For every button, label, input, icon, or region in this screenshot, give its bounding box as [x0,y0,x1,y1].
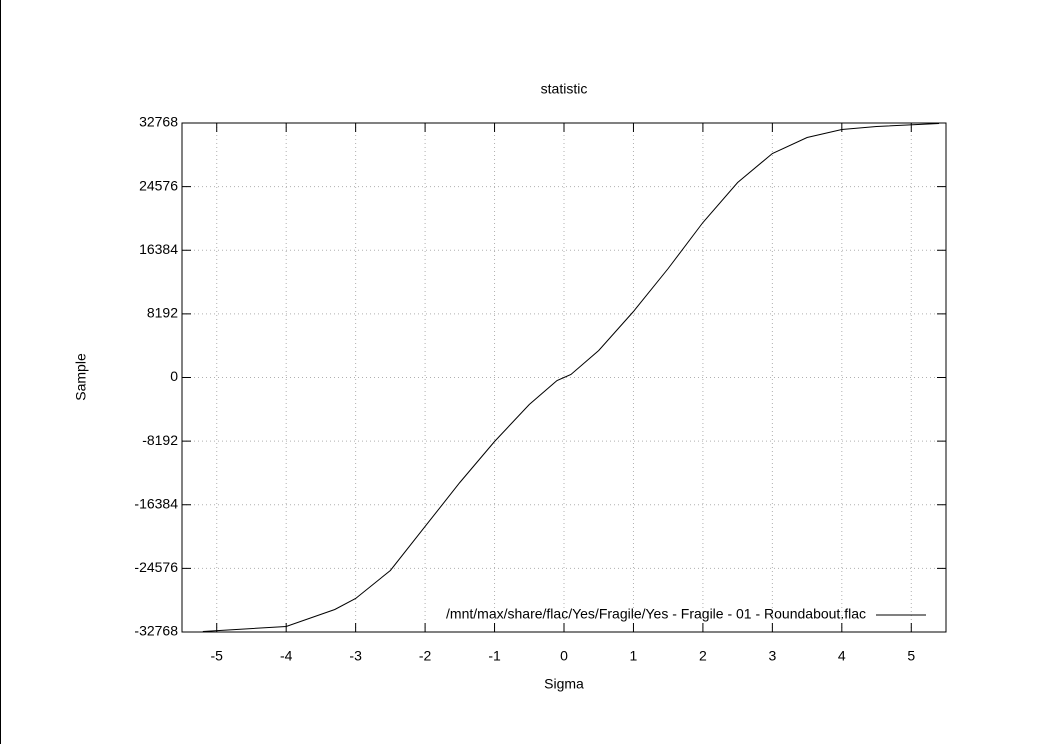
x-axis-label: Sigma [544,676,584,692]
y-axis-label: Sample [73,353,89,401]
x-tick-label: -5 [211,648,224,664]
x-tick-label: 5 [907,648,915,664]
x-tick-label: -2 [419,648,432,664]
x-tick-label: 1 [630,648,638,664]
legend-label: /mnt/max/share/flac/Yes/Fragile/Yes - Fr… [446,606,866,622]
x-tick-label: 4 [838,648,846,664]
x-tick-label: -4 [280,648,293,664]
chart-title: statistic [541,81,588,97]
y-tick-label: -8192 [142,432,178,448]
data-line [202,123,940,632]
y-tick-label: -32768 [134,623,178,639]
y-tick-label: 8192 [147,305,178,321]
y-tick-label: 16384 [139,241,178,257]
x-tick-label: -1 [488,648,501,664]
y-tick-label: -16384 [134,495,178,511]
y-tick-label: -24576 [134,559,178,575]
x-tick-label: 3 [768,648,776,664]
x-tick-label: 2 [699,648,707,664]
plot-frame [181,122,947,633]
y-tick-label: 32768 [139,114,178,130]
y-tick-label: 24576 [139,177,178,193]
x-tick-label: -3 [349,648,362,664]
x-tick-label: 0 [560,648,568,664]
y-tick-label: 0 [170,368,178,384]
